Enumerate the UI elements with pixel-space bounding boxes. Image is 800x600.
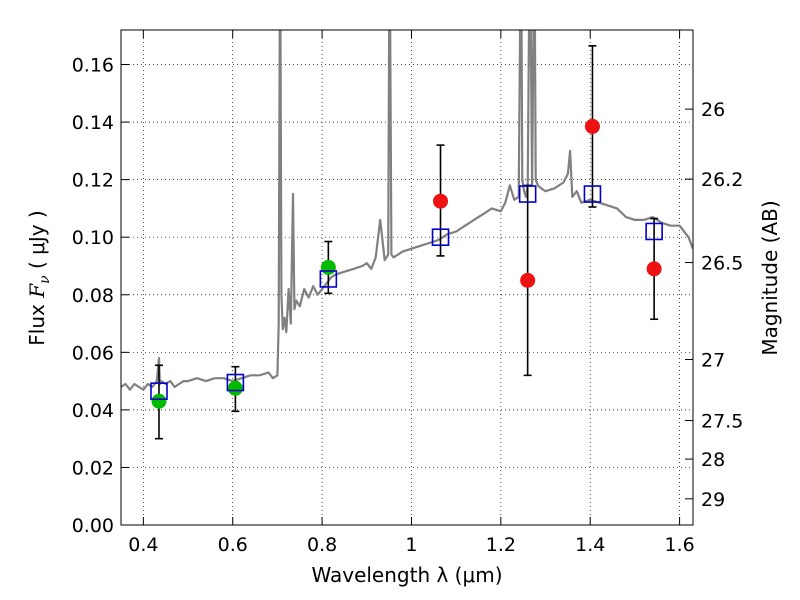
y2-axis-ticks: 26 26.2 26.5 27 27.5 28 29 <box>685 99 743 511</box>
x-axis-label: Wavelength λ (μm) <box>311 563 502 587</box>
x-axis-ticks: 0.4 0.6 0.8 1 1.2 1.4 1.6 <box>128 30 695 556</box>
y2-tick-label: 26.5 <box>701 253 743 275</box>
y-tick-label: 0.12 <box>72 170 114 192</box>
model-photometry-square <box>150 382 168 400</box>
plot-area <box>121 30 693 525</box>
y-axis-label-suffix: ( μJy ) <box>25 210 49 275</box>
y-tick-label: 0.06 <box>72 342 114 364</box>
model-photometry-square <box>518 185 537 203</box>
y-axis-label: Flux Fν ( μJy ) <box>25 210 53 345</box>
model-photometry-square <box>583 185 602 203</box>
y-tick-label: 0.14 <box>72 112 114 134</box>
red-point <box>520 272 536 288</box>
x-tick-label: 1.6 <box>664 534 694 556</box>
y-axis-label-prefix: Flux <box>25 298 49 346</box>
x-tick-label: 1.2 <box>486 534 516 556</box>
y-tick-label: 0.08 <box>72 285 114 307</box>
green-point <box>227 380 243 396</box>
x-tick-label: 1.4 <box>575 534 605 556</box>
y-tick-label: 0.00 <box>72 515 114 537</box>
x-tick-label: 1 <box>405 534 417 556</box>
model-photometry-square <box>645 222 663 241</box>
y-tick-label: 0.16 <box>72 55 114 77</box>
y2-tick-label: 29 <box>701 489 725 511</box>
green-point <box>320 259 336 275</box>
red-point <box>433 193 449 209</box>
y2-axis-label: Magnitude (AB) <box>758 200 782 355</box>
y-axis-ticks: 0.00 0.02 0.04 0.06 0.08 0.10 0.12 0.14 0.16 <box>72 55 129 537</box>
green-point <box>151 393 167 409</box>
point-layer <box>151 118 662 409</box>
y-tick-label: 0.02 <box>72 457 114 479</box>
y-axis-label-math-sub: ν <box>37 275 53 284</box>
y-axis-label-math: F <box>25 283 49 299</box>
model-spectrum-line <box>121 30 693 391</box>
x-tick-label: 0.4 <box>128 534 158 556</box>
y2-tick-label: 27.5 <box>701 411 743 433</box>
model-photometry-layer <box>150 185 663 400</box>
model-photometry-square <box>431 228 450 247</box>
x-tick-label: 0.8 <box>307 534 337 556</box>
red-point <box>584 118 600 134</box>
y2-tick-label: 27 <box>701 350 725 372</box>
model-photometry-square <box>226 373 245 392</box>
plot-frame <box>120 29 694 526</box>
x-tick-label: 0.6 <box>218 534 248 556</box>
model-spectrum-layer <box>121 30 693 391</box>
red-point <box>646 261 662 277</box>
y2-tick-label: 28 <box>701 449 725 471</box>
model-photometry-square <box>319 270 338 288</box>
y-tick-label: 0.10 <box>72 227 114 249</box>
y2-tick-label: 26.2 <box>701 169 743 191</box>
y-tick-label: 0.04 <box>72 400 114 422</box>
y2-tick-label: 26 <box>701 99 725 121</box>
